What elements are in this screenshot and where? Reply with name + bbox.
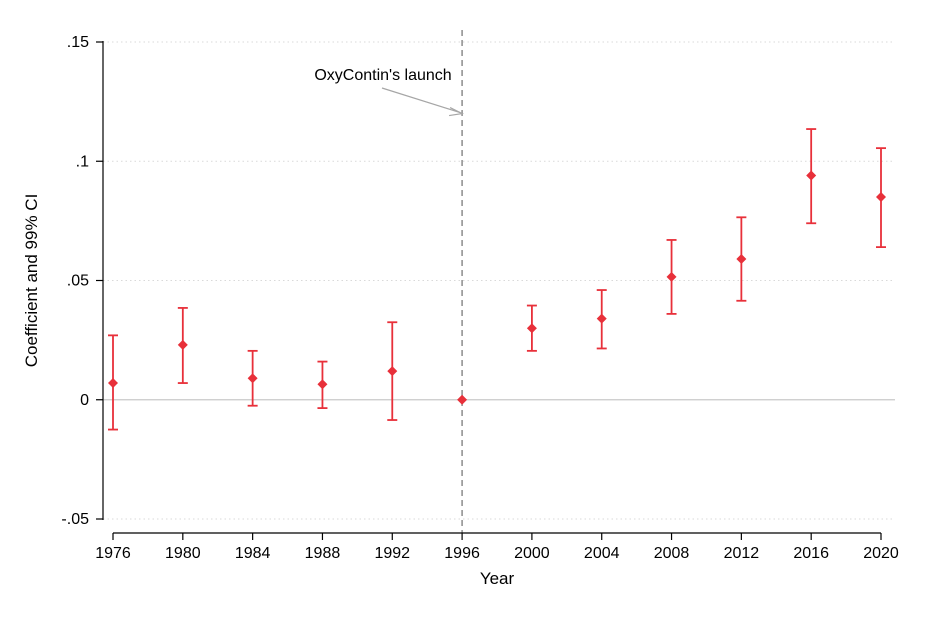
x-tick-label: 2016 (793, 545, 829, 562)
x-tick-label: 1996 (444, 545, 480, 562)
y-axis-title: Coefficient and 99% CI (22, 194, 41, 368)
coefficient-point (457, 394, 468, 405)
x-tick-label: 1992 (374, 545, 410, 562)
coefficient-point (247, 373, 258, 384)
y-tick-label: .1 (76, 153, 89, 170)
y-tick-label: .15 (67, 34, 89, 51)
y-ticks: -.05 0 .05 .1 .15 (61, 34, 103, 528)
annotation-arrow-line (381, 87, 461, 114)
coefficient-point (666, 271, 677, 282)
x-tick-label: 1980 (165, 545, 201, 562)
x-tick-label: 1976 (95, 545, 131, 562)
coefficient-point (876, 192, 886, 203)
x-tick-label: 1984 (235, 545, 271, 562)
axes (102, 41, 881, 534)
x-tick-label: 2000 (514, 545, 550, 562)
grid-layer (103, 41, 895, 520)
x-tick-label: 2012 (724, 545, 760, 562)
y-tick-label: -.05 (61, 511, 89, 528)
coefficient-point (108, 378, 118, 389)
y-tick-label: 0 (80, 392, 89, 409)
annotation: OxyContin's launch (314, 67, 465, 117)
y-tick-label: .05 (67, 273, 89, 290)
x-axis-title: Year (480, 569, 515, 588)
coefficient-point (526, 323, 537, 334)
x-ticks: 1976 1980 1984 1988 1992 1996 2000 2004 2008 2012… (95, 533, 899, 562)
x-tick-label: 2004 (584, 545, 620, 562)
coefficient-series (108, 128, 886, 431)
coefficient-point (596, 313, 607, 324)
coefficient-point (177, 339, 188, 350)
x-tick-label: 2008 (654, 545, 690, 562)
annotation-arrowhead (448, 107, 465, 117)
reference-lines (103, 30, 895, 533)
x-tick-label: 2020 (863, 545, 899, 562)
x-tick-label: 1988 (305, 545, 341, 562)
annotation-text: OxyContin's launch (314, 67, 451, 84)
coefficient-point (736, 254, 747, 265)
coefficient-point (387, 366, 398, 377)
coefficient-point (806, 170, 817, 181)
coefficient-point (317, 379, 328, 390)
